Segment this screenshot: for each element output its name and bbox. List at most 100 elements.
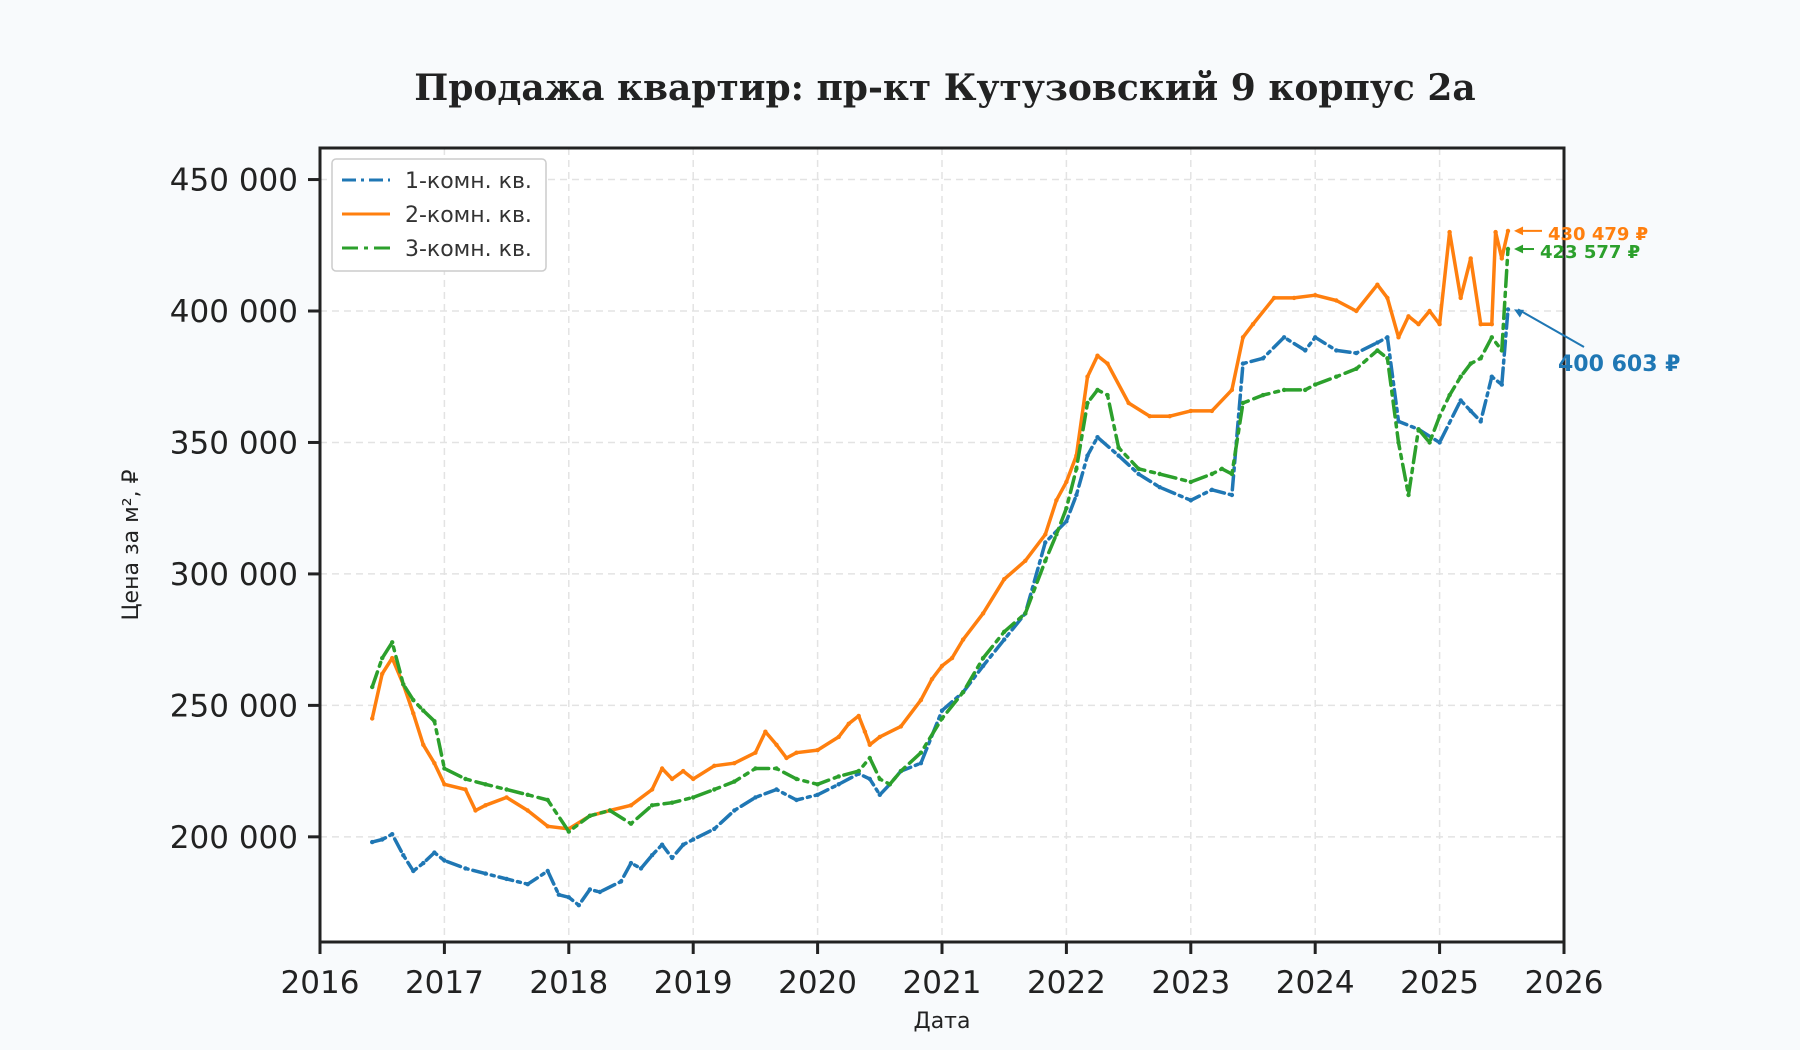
data-point-s2 [1385,295,1390,301]
y-tick-label: 450 000 [170,163,298,199]
data-point-s1 [1209,487,1215,492]
data-point-s3 [1260,392,1266,398]
data-point-s1 [1002,637,1007,642]
data-point-s2 [1416,322,1421,327]
data-point-s1 [1354,350,1359,356]
data-point-s1 [649,853,655,858]
data-point-s3 [1489,335,1495,340]
data-point-s3 [1437,414,1442,419]
data-point-s3 [1313,382,1318,387]
data-point-s1 [712,826,717,832]
data-point-s3 [463,776,468,782]
annotation-arrowhead [1514,226,1524,236]
data-point-s1 [980,663,986,669]
data-point-s3 [960,690,966,695]
data-point-s2 [1493,229,1498,235]
data-point-s3 [411,697,416,703]
data-point-s2 [1447,229,1452,235]
data-point-s2 [442,782,447,787]
data-point-s1 [774,787,779,792]
data-point-s3 [1427,440,1432,445]
legend-label-1room: 1-комн. кв. [405,169,532,194]
data-point-s3 [1209,471,1215,477]
data-point-s3 [483,782,488,787]
data-point-s3 [1116,445,1121,450]
data-point-s2 [1147,414,1152,419]
x-tick-label: 2017 [405,965,484,1001]
data-point-s3 [1136,466,1141,471]
data-point-s2 [1437,322,1442,327]
data-point-s3 [1188,479,1194,485]
data-point-s2 [980,611,986,616]
data-point-s1 [545,868,550,874]
data-point-s1 [432,850,437,855]
data-point-s3 [774,766,779,771]
data-point-s3 [1085,400,1090,406]
data-point-s2 [712,763,717,768]
y-tick-label: 250 000 [170,688,298,724]
data-point-s3 [939,716,945,721]
data-point-s2 [1085,374,1090,379]
data-point-s3 [867,755,872,761]
data-point-s3 [1240,400,1246,406]
data-point-s1 [638,866,644,871]
data-point-s3 [1023,611,1028,616]
data-point-s2 [1043,532,1048,537]
data-point-s2 [1167,414,1172,419]
data-point-s1 [618,879,624,884]
data-point-s3 [432,719,437,724]
data-point-s1 [1303,348,1308,353]
x-tick-label: 2016 [281,965,360,1001]
annotations: 430 479 ₽423 577 ₽ 400 603 ₽ [1514,224,1680,377]
data-point-s2 [483,803,488,808]
data-point-s2 [659,766,665,771]
x-tick-label: 2018 [529,965,608,1001]
data-point-s2 [867,742,872,747]
data-point-s2 [1023,558,1028,563]
data-point-s1 [576,903,581,908]
data-point-s1 [1188,498,1194,503]
data-point-s1 [463,866,468,871]
data-point-s1 [628,860,634,866]
data-point-s2 [1427,308,1432,314]
annotation-arrowhead [1514,309,1525,318]
data-point-s3 [380,655,385,661]
x-tick-label: 2020 [778,965,857,1001]
data-point-s1 [918,761,924,766]
data-point-s3 [1157,471,1162,477]
data-point-s2 [1354,308,1359,314]
data-point-s2 [939,663,945,669]
data-point-s2 [1209,408,1215,414]
data-point-s2 [877,734,882,740]
data-point-s3 [1406,492,1411,498]
data-point-s2 [862,729,868,734]
data-point-s1 [525,882,530,887]
data-point-s1 [483,871,488,876]
data-point-s2 [836,734,841,740]
data-point-s2 [1054,498,1059,503]
data-point-s3 [1354,366,1359,371]
data-point-s3 [1219,466,1225,471]
legend-box [331,158,547,272]
data-point-s1 [1136,471,1141,477]
data-point-s1 [1385,335,1390,340]
data-point-s2 [1406,314,1411,319]
data-point-s1 [380,837,385,842]
data-point-s1 [681,842,686,847]
x-tick-label: 2022 [1027,965,1106,1001]
data-point-s1 [691,837,696,842]
data-point-s3 [1043,558,1048,563]
data-point-s2 [649,787,655,792]
data-point-s3 [390,640,395,645]
chart-title: Продажа квартир: пр-кт Кутузовский 9 кор… [414,67,1476,109]
data-point-s2 [1313,293,1318,298]
data-point-s2 [1229,387,1235,393]
annotation-arrowhead [1514,244,1524,254]
data-point-s2 [1396,335,1401,340]
data-point-s3 [980,655,986,661]
data-point-s1 [1437,440,1442,445]
data-point-s2 [380,671,385,676]
data-point-s2 [1002,577,1007,582]
data-point-s3 [669,800,675,805]
data-point-s2 [815,747,820,753]
